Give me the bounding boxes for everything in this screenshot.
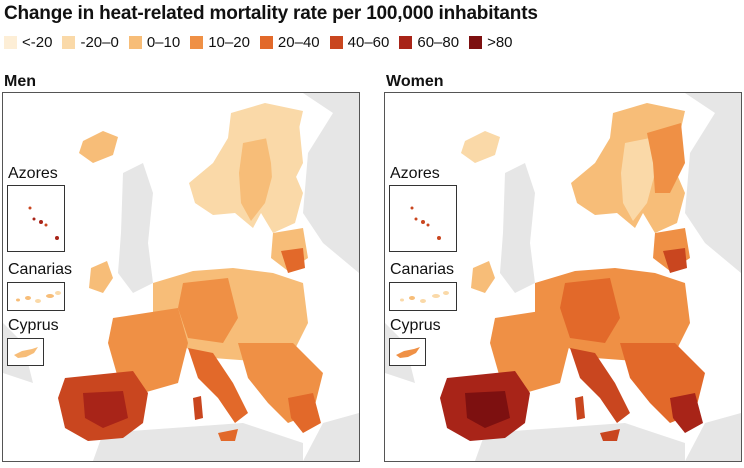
ireland <box>471 261 495 293</box>
non-eu-land <box>385 93 741 461</box>
legend-swatch <box>62 36 76 49</box>
legend-label: 40–60 <box>347 34 390 51</box>
non-eu-land <box>3 93 359 461</box>
inset-label-canarias: Canarias <box>8 261 73 278</box>
legend-swatch <box>329 36 343 49</box>
inset-azores <box>389 185 457 252</box>
sweden <box>239 138 273 221</box>
panel-label-women: Women <box>386 73 444 90</box>
legend-item: -20–0 <box>62 34 119 51</box>
lithuania <box>281 248 305 273</box>
iceland <box>461 131 500 163</box>
legend-item: 10–20 <box>190 34 250 51</box>
legend-label: >80 <box>487 34 513 51</box>
legend-item: 40–60 <box>329 34 390 51</box>
legend: <-20 -20–0 0–10 10–20 20–40 40–60 60–80 … <box>4 34 513 51</box>
non-eu-land <box>93 423 303 461</box>
legend-item: <-20 <box>4 34 52 51</box>
azores-islands <box>410 206 441 240</box>
sicily <box>600 429 620 441</box>
sicily <box>218 429 238 441</box>
cyprus-island <box>14 347 38 358</box>
inset-cyprus <box>389 338 426 366</box>
legend-swatch <box>4 36 17 49</box>
inset-canarias <box>7 282 65 311</box>
sweden <box>621 138 655 221</box>
legend-label: -20–0 <box>80 34 119 51</box>
finland <box>647 123 685 193</box>
panel-label-men: Men <box>4 73 36 90</box>
iberia-core <box>465 391 510 428</box>
iberia-core <box>83 391 128 428</box>
inset-cyprus <box>7 338 44 366</box>
inset-canarias <box>389 282 457 311</box>
legend-item: >80 <box>469 34 513 51</box>
legend-item: 60–80 <box>399 34 459 51</box>
inset-azores <box>7 185 65 252</box>
cyprus-island <box>396 347 420 358</box>
legend-swatch <box>259 36 273 49</box>
sardinia <box>575 396 585 420</box>
map-women-svg <box>385 93 741 461</box>
italy <box>188 348 248 423</box>
legend-label: 0–10 <box>146 34 181 51</box>
inset-label-cyprus: Cyprus <box>8 317 59 334</box>
legend-label: 60–80 <box>417 34 460 51</box>
chart-title: Change in heat-related mortality rate pe… <box>4 3 538 24</box>
map-men: Azores Canarias Cyprus <box>2 92 360 462</box>
legend-item: 20–40 <box>259 34 320 51</box>
non-eu-land <box>475 423 685 461</box>
inset-label-azores: Azores <box>390 165 440 182</box>
legend-label: 20–40 <box>277 34 320 51</box>
legend-label: 10–20 <box>208 34 250 51</box>
legend-label: <-20 <box>22 34 53 51</box>
legend-swatch <box>128 36 142 49</box>
canarias-islands <box>400 291 449 303</box>
finland <box>265 123 303 193</box>
canarias-islands <box>16 291 61 303</box>
germany <box>178 278 238 343</box>
inset-label-cyprus: Cyprus <box>390 317 441 334</box>
italy <box>570 348 630 423</box>
sardinia <box>193 396 203 420</box>
legend-swatch <box>469 36 483 49</box>
non-eu-land <box>500 163 535 293</box>
germany <box>560 278 620 343</box>
greece <box>670 393 703 433</box>
map-women: Azores Canarias Cyprus <box>384 92 742 462</box>
non-eu-land <box>118 163 153 293</box>
azores-islands <box>28 206 59 240</box>
ireland <box>89 261 113 293</box>
inset-label-canarias: Canarias <box>390 261 455 278</box>
iceland <box>79 131 118 163</box>
legend-swatch <box>399 36 413 49</box>
map-men-svg <box>3 93 359 461</box>
legend-swatch <box>190 36 204 49</box>
inset-label-azores: Azores <box>8 165 58 182</box>
greece <box>288 393 321 433</box>
legend-item: 0–10 <box>128 34 181 51</box>
lithuania <box>663 248 687 273</box>
